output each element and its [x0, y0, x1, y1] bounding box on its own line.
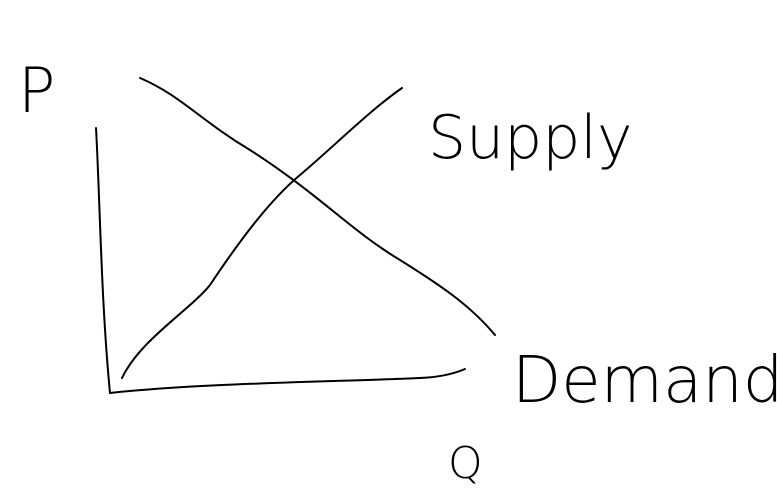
demand-label: Demand [512, 344, 777, 418]
supply-curve [121, 87, 403, 379]
y-axis-label: P [18, 54, 55, 127]
supply-label: Supply [428, 103, 632, 173]
y-axis [95, 127, 111, 394]
x-axis-label: Q [448, 438, 483, 489]
demand-curve [139, 77, 496, 336]
x-axis [109, 368, 466, 394]
